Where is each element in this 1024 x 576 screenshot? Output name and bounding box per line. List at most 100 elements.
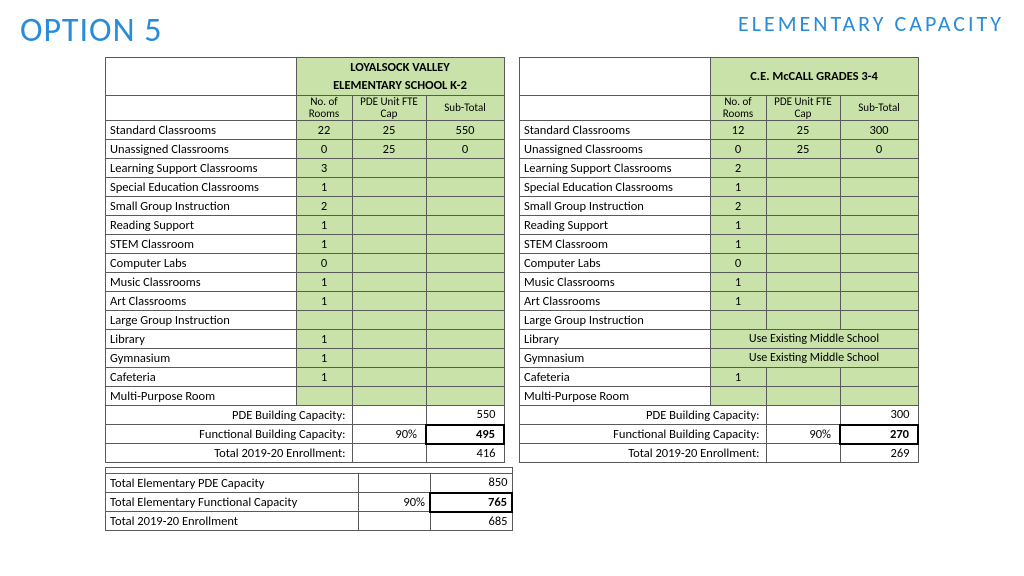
table-row: Learning Support Classrooms2: [520, 159, 919, 178]
cell-cap: [352, 330, 426, 349]
row-label: Learning Support Classrooms: [520, 159, 711, 178]
cell-sub: [426, 178, 504, 197]
cell-sub: [426, 368, 504, 387]
table-row: Multi-Purpose Room: [520, 387, 919, 406]
cell-sub: [426, 311, 504, 330]
row-label: Small Group Instruction: [106, 197, 297, 216]
table-row: Learning Support Classrooms3: [106, 159, 505, 178]
cell-rooms: 3: [296, 159, 352, 178]
row-label: Cafeteria: [520, 368, 711, 387]
enrollment-row: Total 2019-20 Enrollment:269: [520, 444, 919, 463]
cell-sub: [426, 254, 504, 273]
col-sub: Sub-Total: [426, 96, 504, 121]
row-label: Standard Classrooms: [106, 121, 297, 140]
table-row: Large Group Instruction: [520, 311, 919, 330]
totals-enrollment-row: Total 2019-20 Enrollment685: [106, 512, 513, 531]
table-row: GymnasiumUse Existing Middle School: [520, 349, 919, 368]
row-label: Unassigned Classrooms: [520, 140, 711, 159]
table-row: STEM Classroom1: [106, 235, 505, 254]
row-label: Library: [520, 330, 711, 349]
cell-rooms: [296, 311, 352, 330]
row-label: Music Classrooms: [106, 273, 297, 292]
cell-rooms: 22: [296, 121, 352, 140]
cell-sub: [840, 368, 918, 387]
cell-rooms: [296, 387, 352, 406]
cell-cap: [352, 178, 426, 197]
table-row: Reading Support1: [520, 216, 919, 235]
cell-cap: [352, 197, 426, 216]
row-label: Reading Support: [520, 216, 711, 235]
col-cap: PDE Unit FTE Cap: [766, 96, 840, 121]
enrollment-row: Total 2019-20 Enrollment:416: [106, 444, 505, 463]
table-row: Reading Support1: [106, 216, 505, 235]
col-rooms: No. of Rooms: [710, 96, 766, 121]
row-label: Reading Support: [106, 216, 297, 235]
cell-sub: [840, 292, 918, 311]
row-label: Large Group Instruction: [520, 311, 711, 330]
cell-sub: [840, 254, 918, 273]
cell-sub: [840, 387, 918, 406]
tables-container: LOYALSOCK VALLEYELEMENTARY SCHOOL K-2No.…: [20, 57, 1004, 463]
row-label: Library: [106, 330, 297, 349]
table-row: Large Group Instruction: [106, 311, 505, 330]
cell-cap: [352, 292, 426, 311]
left-school-table: LOYALSOCK VALLEYELEMENTARY SCHOOL K-2No.…: [105, 57, 505, 463]
cell-sub: [840, 197, 918, 216]
table-row: Music Classrooms1: [106, 273, 505, 292]
table-row: Gymnasium1: [106, 349, 505, 368]
cell-rooms: 1: [710, 235, 766, 254]
cell-cap: [352, 159, 426, 178]
school-name: LOYALSOCK VALLEY: [296, 58, 504, 77]
row-label: Computer Labs: [520, 254, 711, 273]
cell-cap: [352, 368, 426, 387]
table-row: Computer Labs0: [106, 254, 505, 273]
cell-rooms: 1: [296, 235, 352, 254]
header: OPTION 5 ELEMENTARY CAPACITY: [20, 10, 1004, 51]
cell-cap: [766, 254, 840, 273]
table-row: Special Education Classrooms1: [520, 178, 919, 197]
table-row: Cafeteria1: [520, 368, 919, 387]
merged-note: Use Existing Middle School: [710, 349, 918, 368]
cell-rooms: [710, 311, 766, 330]
row-label: Computer Labs: [106, 254, 297, 273]
cell-sub: [426, 273, 504, 292]
row-label: Gymnasium: [520, 349, 711, 368]
cell-rooms: 0: [710, 140, 766, 159]
table-row: Standard Classrooms2225550: [106, 121, 505, 140]
cell-sub: [840, 311, 918, 330]
row-label: Music Classrooms: [520, 273, 711, 292]
cell-rooms: 1: [710, 292, 766, 311]
cell-rooms: 0: [296, 254, 352, 273]
cell-rooms: 1: [296, 292, 352, 311]
table-row: Unassigned Classrooms0250: [106, 140, 505, 159]
school-name: C.E. McCALL GRADES 3-4: [710, 58, 918, 96]
row-label: Standard Classrooms: [520, 121, 711, 140]
cell-cap: 25: [352, 140, 426, 159]
col-rooms: No. of Rooms: [296, 96, 352, 121]
cell-cap: [766, 387, 840, 406]
cell-sub: 550: [426, 121, 504, 140]
cell-rooms: 1: [296, 368, 352, 387]
cell-cap: [766, 178, 840, 197]
row-label: Large Group Instruction: [106, 311, 297, 330]
table-row: Small Group Instruction2: [106, 197, 505, 216]
row-label: Unassigned Classrooms: [106, 140, 297, 159]
cell-cap: [766, 235, 840, 254]
row-label: Learning Support Classrooms: [106, 159, 297, 178]
row-label: Special Education Classrooms: [106, 178, 297, 197]
cell-cap: [766, 159, 840, 178]
cell-sub: 0: [840, 140, 918, 159]
row-label: Cafeteria: [106, 368, 297, 387]
cell-cap: 25: [766, 121, 840, 140]
cell-cap: [352, 235, 426, 254]
row-label: Gymnasium: [106, 349, 297, 368]
cell-rooms: 1: [710, 216, 766, 235]
pde-capacity-row: PDE Building Capacity:300: [520, 406, 919, 425]
cell-sub: [840, 178, 918, 197]
row-label: Art Classrooms: [520, 292, 711, 311]
table-row: Library1: [106, 330, 505, 349]
functional-capacity-row: Functional Building Capacity:90%495: [106, 425, 505, 444]
row-label: Multi-Purpose Room: [520, 387, 711, 406]
cell-rooms: 0: [296, 140, 352, 159]
school-name-2: ELEMENTARY SCHOOL K-2: [296, 77, 504, 96]
